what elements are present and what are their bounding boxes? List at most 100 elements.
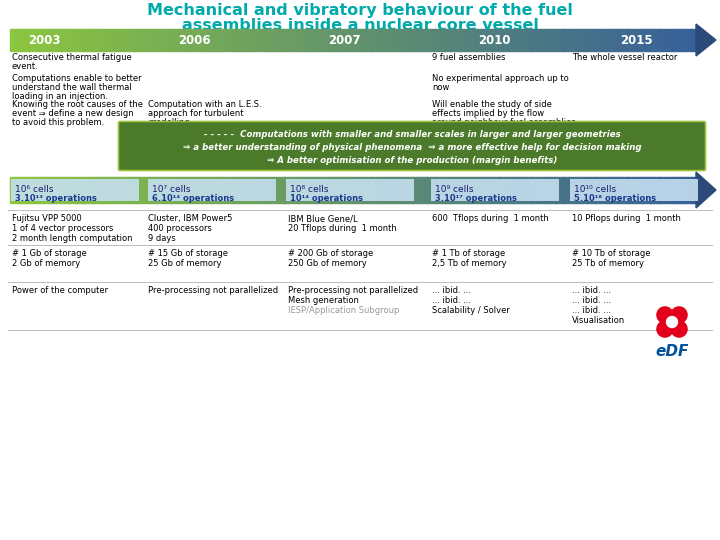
Bar	[518, 29, 523, 51]
Bar	[325, 29, 330, 51]
Bar	[481, 177, 486, 203]
Bar	[549, 177, 554, 203]
Bar	[133, 177, 138, 203]
Circle shape	[671, 307, 687, 323]
Bar	[248, 177, 253, 203]
Text: 10 Pflops during  1 month: 10 Pflops during 1 month	[572, 214, 681, 223]
Text: 3.10¹⁷ operations: 3.10¹⁷ operations	[435, 194, 517, 203]
Bar	[399, 177, 404, 203]
Bar	[28, 29, 33, 51]
FancyBboxPatch shape	[119, 122, 706, 171]
Text: eDF: eDF	[655, 344, 689, 359]
Bar	[133, 29, 138, 51]
Text: 25 Tb of memory: 25 Tb of memory	[572, 259, 644, 268]
Bar	[613, 29, 618, 51]
Bar	[312, 177, 317, 203]
Bar	[325, 177, 330, 203]
Text: 600  Tflops during  1 month: 600 Tflops during 1 month	[432, 214, 549, 223]
Bar	[275, 29, 280, 51]
Bar	[403, 29, 408, 51]
Bar	[147, 177, 152, 203]
Bar	[458, 177, 463, 203]
Circle shape	[667, 316, 678, 327]
Text: loading in an injection.: loading in an injection.	[12, 92, 108, 101]
Bar	[650, 29, 655, 51]
Bar	[216, 177, 221, 203]
Bar	[623, 177, 628, 203]
Bar	[394, 29, 399, 51]
Bar	[10, 29, 15, 51]
Bar	[170, 29, 175, 51]
Polygon shape	[696, 24, 716, 56]
Bar	[97, 29, 102, 51]
Bar	[408, 29, 413, 51]
Bar	[261, 177, 266, 203]
Bar	[348, 29, 354, 51]
Bar	[348, 177, 354, 203]
Bar	[175, 177, 180, 203]
Bar	[669, 29, 674, 51]
Bar	[266, 29, 271, 51]
Text: Refined mesh near the wall.: Refined mesh near the wall.	[148, 127, 266, 136]
Bar	[78, 177, 84, 203]
Text: ⇒ A better optimisation of the production (margin benefits): ⇒ A better optimisation of the productio…	[267, 156, 557, 165]
Text: phenomena and wear-out of the: phenomena and wear-out of the	[432, 136, 568, 145]
Bar	[161, 29, 166, 51]
Bar	[449, 177, 454, 203]
Bar	[554, 29, 559, 51]
Bar	[37, 29, 42, 51]
Text: 6.10¹⁴ operations: 6.10¹⁴ operations	[152, 194, 234, 203]
Bar	[189, 177, 194, 203]
Text: The whole vessel reactor: The whole vessel reactor	[572, 53, 678, 62]
Bar	[257, 177, 262, 203]
Bar	[362, 177, 367, 203]
Bar	[271, 29, 276, 51]
Bar	[33, 177, 38, 203]
Text: Knowing the root causes of the: Knowing the root causes of the	[12, 100, 143, 109]
Bar	[280, 177, 285, 203]
Bar	[536, 177, 541, 203]
Bar	[10, 177, 15, 203]
Text: # 1 Tb of storage: # 1 Tb of storage	[432, 249, 505, 258]
Bar	[14, 29, 19, 51]
Bar	[111, 29, 116, 51]
Bar	[650, 177, 655, 203]
Bar	[307, 177, 312, 203]
Bar	[605, 177, 610, 203]
Bar	[559, 177, 564, 203]
Bar	[399, 29, 404, 51]
Bar	[444, 177, 449, 203]
Bar	[294, 29, 299, 51]
Text: Scalability / Solver: Scalability / Solver	[432, 306, 510, 315]
Bar	[563, 177, 569, 203]
Bar	[422, 29, 427, 51]
Bar	[372, 177, 377, 203]
Bar	[179, 29, 184, 51]
Bar	[92, 29, 97, 51]
Bar	[426, 177, 431, 203]
Bar	[143, 177, 148, 203]
Bar	[33, 29, 38, 51]
Bar	[691, 29, 696, 51]
Bar	[394, 177, 399, 203]
Bar	[417, 177, 422, 203]
Bar	[47, 177, 52, 203]
Bar	[582, 177, 587, 203]
Bar	[147, 29, 152, 51]
Bar	[440, 177, 445, 203]
Bar	[467, 29, 472, 51]
Bar	[193, 29, 198, 51]
Text: 10⁹ cells: 10⁹ cells	[435, 185, 474, 194]
Bar	[655, 177, 660, 203]
Text: 2003: 2003	[28, 33, 60, 46]
Text: 20 Tflops during  1 month: 20 Tflops during 1 month	[288, 224, 397, 233]
Text: 10⁶ cells: 10⁶ cells	[15, 185, 53, 194]
Bar	[669, 177, 674, 203]
Bar	[120, 177, 125, 203]
Text: 2 Gb of memory: 2 Gb of memory	[12, 259, 80, 268]
FancyBboxPatch shape	[148, 179, 276, 201]
Text: Fujitsu VPP 5000: Fujitsu VPP 5000	[12, 214, 82, 223]
Bar	[37, 177, 42, 203]
Bar	[687, 177, 692, 203]
Bar	[207, 29, 212, 51]
